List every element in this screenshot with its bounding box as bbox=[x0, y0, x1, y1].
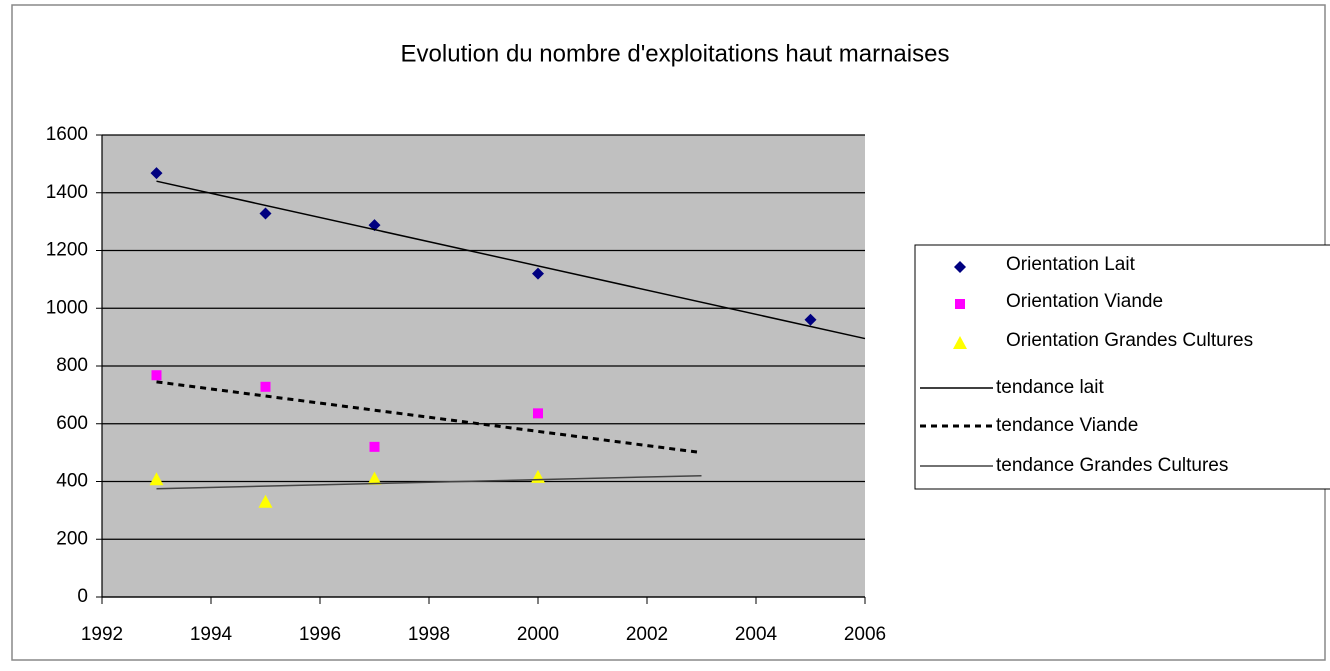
trend-line bbox=[156, 474, 702, 490]
legend-box bbox=[914, 244, 1330, 490]
point bbox=[150, 167, 163, 180]
point bbox=[259, 207, 272, 220]
x-tick-label: 1992 bbox=[81, 624, 123, 645]
point bbox=[533, 408, 543, 419]
point bbox=[369, 441, 380, 452]
legend-marker bbox=[955, 299, 965, 309]
y-tick-label: 1000 bbox=[46, 297, 88, 318]
y-tick-label: 0 bbox=[77, 586, 88, 607]
y-tick-label: 400 bbox=[56, 471, 88, 492]
x-tick-label: 2002 bbox=[626, 624, 668, 645]
y-tick-label: 200 bbox=[56, 528, 88, 549]
x-tick-label: 2000 bbox=[517, 624, 559, 645]
chart-title: Evolution du nombre d'exploitations haut… bbox=[401, 40, 950, 67]
x-tick-label: 2006 bbox=[844, 624, 886, 645]
legend-label: Orientation Viande bbox=[1006, 291, 1163, 312]
x-tick-label: 2004 bbox=[735, 624, 778, 645]
point bbox=[149, 472, 164, 486]
legend-label: Orientation Lait bbox=[1006, 254, 1136, 275]
x-tick-label: 1996 bbox=[299, 624, 341, 645]
y-tick-label: 600 bbox=[56, 413, 88, 434]
point bbox=[368, 219, 381, 232]
y-tick-label: 1400 bbox=[46, 182, 88, 203]
legend-marker bbox=[954, 261, 966, 273]
y-tick-label: 800 bbox=[56, 355, 88, 376]
trend-line bbox=[156, 180, 866, 340]
point bbox=[260, 381, 271, 392]
legend-label: tendance Grandes Cultures bbox=[996, 455, 1228, 476]
point bbox=[258, 494, 273, 508]
x-tick-label: 1994 bbox=[190, 624, 233, 645]
y-tick-label: 1200 bbox=[46, 240, 88, 261]
point bbox=[532, 267, 544, 280]
legend-label: tendance Viande bbox=[996, 415, 1138, 436]
trend-line bbox=[156, 380, 702, 455]
point bbox=[151, 370, 162, 381]
legend-label: Orientation Grandes Cultures bbox=[1006, 330, 1253, 351]
legend-label: tendance lait bbox=[996, 377, 1104, 398]
y-tick-label: 1600 bbox=[46, 124, 88, 145]
point bbox=[367, 471, 382, 485]
x-tick-label: 1998 bbox=[408, 624, 450, 645]
legend-marker bbox=[953, 336, 967, 349]
point bbox=[804, 313, 817, 326]
